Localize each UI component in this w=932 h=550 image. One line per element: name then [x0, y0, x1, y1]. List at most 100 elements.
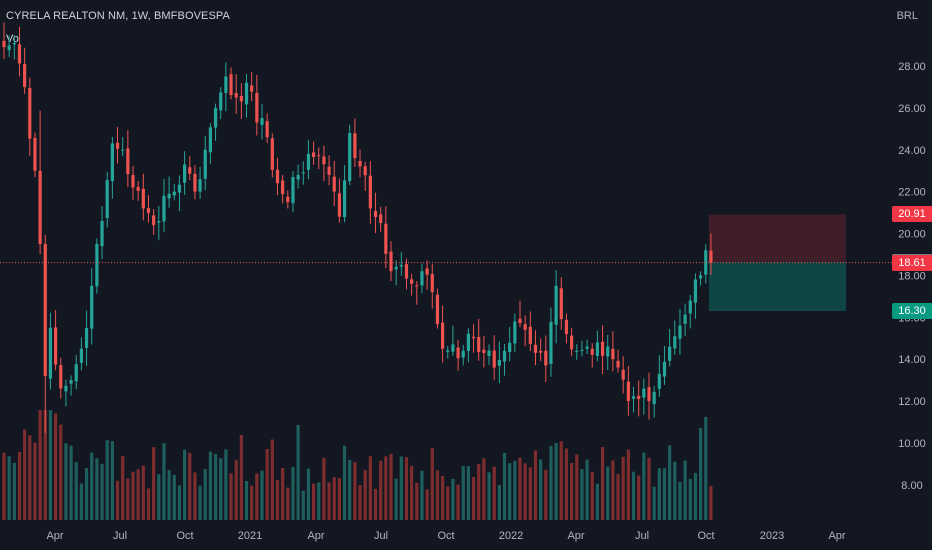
- volume-bar: [451, 478, 455, 520]
- x-axis-tick-label: Apr: [828, 530, 845, 542]
- candle-body: [105, 179, 109, 219]
- candle-body: [487, 350, 491, 356]
- volume-bar: [38, 410, 42, 520]
- candle-body: [141, 188, 145, 209]
- candle-body: [616, 360, 620, 368]
- candle-body: [693, 279, 698, 303]
- y-axis-tick-label: 18.00: [898, 270, 926, 282]
- candle-body: [322, 156, 326, 165]
- volume-bar: [152, 447, 156, 520]
- volume-bar: [327, 482, 331, 520]
- x-axis-tick-label: Oct: [697, 530, 714, 542]
- candle-body: [177, 184, 182, 193]
- candle-body: [317, 155, 321, 157]
- candle-body: [183, 164, 187, 183]
- volume-bar: [363, 470, 367, 520]
- candle-body: [492, 350, 496, 368]
- candle-body: [441, 322, 445, 349]
- volume-bar: [404, 457, 409, 520]
- candle-body: [662, 361, 667, 377]
- candle-body: [162, 195, 166, 222]
- volume-bar: [312, 483, 316, 520]
- price-label-stop: 20.91: [892, 206, 932, 223]
- volume-bar: [466, 466, 470, 520]
- y-axis-tick-label: 14.00: [898, 354, 926, 366]
- x-axis-tick-label: 2021: [238, 530, 262, 542]
- volume-bar: [482, 458, 486, 520]
- volume-bar: [121, 456, 125, 520]
- x-axis-tick-label: Jul: [635, 530, 649, 542]
- candle-body: [79, 348, 83, 363]
- candle-body: [652, 391, 656, 405]
- candle-body: [668, 346, 672, 361]
- candle-body: [611, 348, 615, 360]
- volume-bar: [177, 485, 182, 520]
- volume-bar: [487, 472, 491, 520]
- candle-body: [136, 187, 140, 191]
- volume-bar: [126, 478, 130, 520]
- candle-body: [600, 341, 605, 356]
- x-axis-tick-label: Apr: [307, 530, 324, 542]
- volume-bar: [131, 471, 135, 520]
- candle-body: [709, 250, 713, 263]
- candle-body: [48, 327, 53, 379]
- volume-bar: [90, 452, 94, 520]
- candle-body: [446, 350, 450, 352]
- volume-bar: [260, 470, 264, 520]
- volume-bar: [637, 475, 641, 520]
- candle-body: [224, 76, 228, 93]
- candle-body: [348, 133, 352, 182]
- volume-bar: [523, 463, 527, 520]
- volume-bar: [353, 462, 357, 520]
- candle-body: [368, 175, 372, 209]
- volume-bar: [157, 474, 161, 520]
- candle-body: [621, 369, 625, 380]
- candle-body: [33, 138, 37, 171]
- candle-body: [131, 175, 135, 188]
- volume-bar: [544, 469, 548, 520]
- candle-body: [255, 92, 259, 123]
- candle-body: [7, 45, 11, 51]
- candle-body: [198, 179, 202, 192]
- candle-body: [699, 275, 703, 279]
- candle-body: [74, 364, 78, 382]
- candle-body: [451, 344, 455, 352]
- volume-bar: [244, 481, 249, 520]
- volume-bar: [95, 458, 99, 520]
- volume-bar: [415, 482, 419, 520]
- x-axis-tick-label: Jul: [374, 530, 388, 542]
- candle-body: [115, 142, 120, 149]
- x-axis-tick-label: Oct: [176, 530, 193, 542]
- volume-bar: [595, 483, 599, 520]
- candle-body: [683, 314, 687, 324]
- volume-bar: [188, 452, 192, 520]
- volume-bar: [497, 485, 501, 520]
- volume-bar: [306, 468, 311, 520]
- volume-bar: [146, 488, 151, 520]
- stop-loss-zone: [708, 214, 846, 263]
- candle-body: [461, 350, 465, 358]
- y-axis-tick-label: 10.00: [898, 438, 926, 450]
- candle-body: [275, 169, 280, 184]
- candle-body: [435, 294, 440, 325]
- candle-body: [389, 251, 393, 272]
- y-axis-tick-label: 12.00: [898, 396, 926, 408]
- volume-bar: [389, 453, 393, 520]
- volume-bar: [255, 473, 259, 520]
- price-label-target: 16.30: [892, 302, 932, 319]
- volume-bar: [616, 473, 620, 520]
- y-axis-tick-label: 8.00: [901, 480, 922, 492]
- volume-bar: [564, 448, 569, 520]
- volume-bar: [668, 445, 672, 520]
- candle-body: [2, 40, 6, 48]
- volume-bar: [441, 475, 445, 520]
- volume-bar: [342, 445, 347, 520]
- volume-bar: [167, 470, 171, 520]
- volume-bar: [337, 478, 341, 520]
- volume-bar: [647, 457, 651, 520]
- volume-bar: [322, 457, 326, 520]
- volume-bar: [508, 463, 512, 520]
- candle-body: [477, 337, 481, 353]
